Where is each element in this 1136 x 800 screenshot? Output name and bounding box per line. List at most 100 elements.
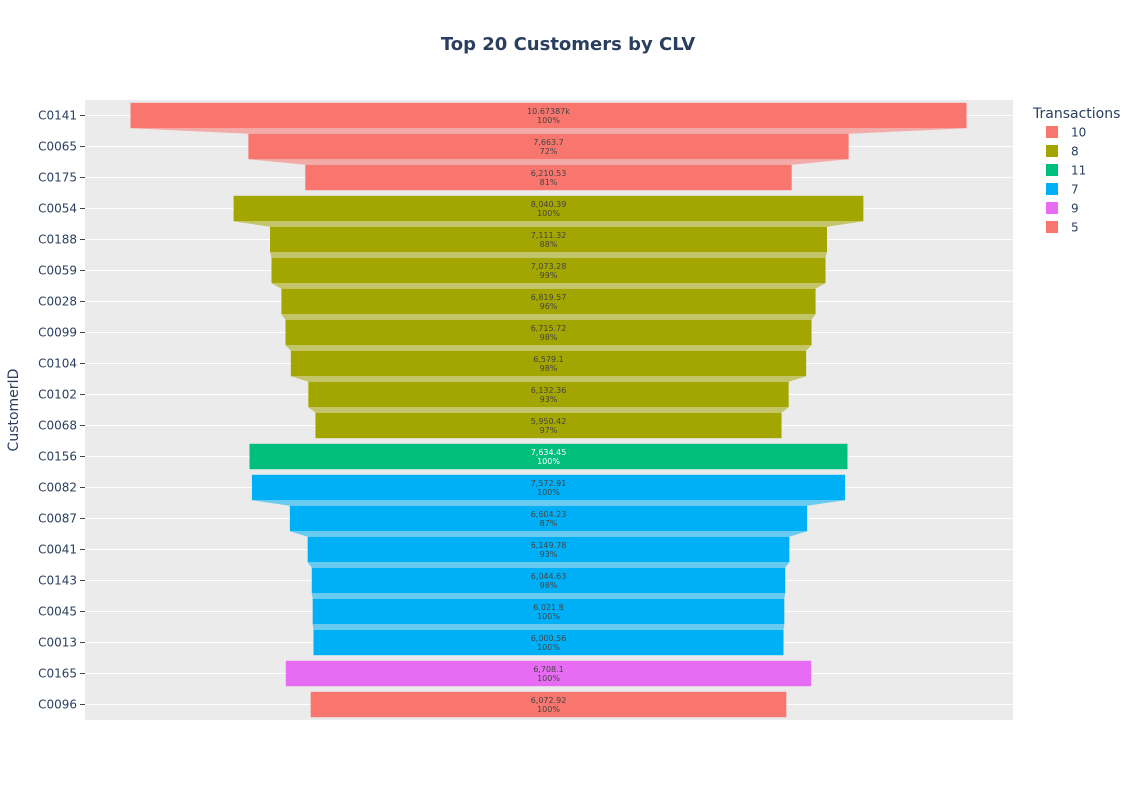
funnel-bar[interactable]	[313, 629, 784, 656]
bar-percent-label: 97%	[540, 426, 558, 435]
y-tick-label: C0156	[38, 450, 77, 464]
funnel-bar[interactable]	[312, 598, 785, 625]
legend-swatch[interactable]	[1046, 145, 1058, 157]
funnel-bar[interactable]	[308, 381, 789, 408]
legend-swatch[interactable]	[1046, 202, 1058, 214]
funnel-connector	[307, 562, 790, 568]
funnel-connector	[312, 624, 785, 630]
bar-percent-label: 87%	[540, 519, 558, 528]
funnel-bar[interactable]	[285, 319, 812, 346]
y-tick-label: C0188	[38, 233, 77, 247]
funnel-bar[interactable]	[285, 660, 812, 687]
bar-percent-label: 100%	[537, 116, 560, 125]
bar-percent-label: 96%	[540, 302, 558, 311]
legend: Transactions 10 8 11 7 9 5	[1032, 106, 1120, 235]
bar-value-label: 7,634.45	[531, 448, 567, 457]
funnel-connector	[271, 283, 826, 289]
y-tick-label: C0059	[38, 264, 77, 278]
funnel-connector	[289, 531, 808, 537]
funnel-connector	[251, 500, 846, 506]
y-tick-label: C0102	[38, 388, 77, 402]
funnel-connector	[308, 407, 789, 413]
bar-value-label: 7,111.32	[531, 231, 567, 240]
bar-value-label: 6,708.1	[533, 665, 564, 674]
bar-percent-label: 98%	[540, 581, 558, 590]
funnel-bar[interactable]	[270, 226, 827, 253]
bar-value-label: 10.67387k	[527, 107, 570, 116]
bar-value-label: 6,132.36	[531, 386, 567, 395]
bar-value-label: 6,819.57	[531, 293, 567, 302]
legend-label[interactable]: 5	[1071, 221, 1079, 235]
funnel-bar[interactable]	[290, 350, 807, 377]
funnel-bar[interactable]	[249, 443, 848, 470]
bar-value-label: 5,950.42	[531, 417, 567, 426]
legend-label[interactable]: 11	[1071, 164, 1086, 178]
y-tick-label: C0099	[38, 326, 77, 340]
bar-percent-label: 98%	[540, 333, 558, 342]
bar-value-label: 6,604.23	[531, 510, 567, 519]
y-tick-label: C0143	[38, 574, 77, 588]
legend-label[interactable]: 9	[1071, 202, 1079, 216]
chart-title: Top 20 Customers by CLV	[441, 34, 695, 55]
connectors	[130, 128, 967, 630]
funnel-bar[interactable]	[130, 102, 967, 129]
bar-value-label: 6,715.72	[531, 324, 567, 333]
y-tick-label: C0041	[38, 543, 77, 557]
bar-percent-label: 98%	[540, 364, 558, 373]
bar-value-label: 6,579.1	[533, 355, 564, 364]
bar-value-label: 6,072.92	[531, 696, 567, 705]
funnel-connector	[233, 221, 864, 227]
legend-swatch[interactable]	[1046, 221, 1058, 233]
legend-label[interactable]: 7	[1071, 183, 1079, 197]
bar-value-label: 6,149.78	[531, 541, 567, 550]
funnel-bar[interactable]	[289, 505, 808, 532]
bar-percent-label: 100%	[537, 705, 560, 714]
bar-percent-label: 81%	[540, 178, 558, 187]
funnel-bar[interactable]	[251, 474, 846, 501]
funnel-connector	[311, 593, 786, 599]
bar-value-label: 6,021.8	[533, 603, 564, 612]
y-tick-label: C0054	[38, 202, 77, 216]
y-tick-label: C0096	[38, 698, 77, 712]
bar-percent-label: 100%	[537, 488, 560, 497]
legend-label[interactable]: 8	[1071, 145, 1079, 159]
funnel-bar[interactable]	[305, 164, 792, 191]
funnel-bar[interactable]	[233, 195, 864, 222]
y-tick-label: C0141	[38, 109, 77, 123]
y-tick-label: C0104	[38, 357, 77, 371]
bar-value-label: 6,210.53	[531, 169, 567, 178]
y-tick-label: C0045	[38, 605, 77, 619]
y-axis-title: CustomerID	[6, 369, 22, 452]
funnel-bar[interactable]	[310, 691, 787, 718]
y-tick-label: C0087	[38, 512, 77, 526]
bar-value-label: 8,040.39	[531, 200, 567, 209]
funnel-bar[interactable]	[281, 288, 816, 315]
funnel-bar[interactable]	[307, 536, 790, 563]
funnel-bar[interactable]	[271, 257, 826, 284]
bar-percent-label: 100%	[537, 612, 560, 621]
bar-value-label: 7,572.91	[531, 479, 567, 488]
funnel-connector	[270, 252, 827, 258]
funnel-bar[interactable]	[315, 412, 782, 439]
funnel-connector	[285, 345, 812, 351]
y-tick-label: C0175	[38, 171, 77, 185]
funnel-connector	[248, 159, 849, 165]
funnel-bar[interactable]	[311, 567, 786, 594]
legend-swatch[interactable]	[1046, 164, 1058, 176]
bar-percent-label: 100%	[537, 643, 560, 652]
y-tick-label: C0028	[38, 295, 77, 309]
funnel-connector	[130, 128, 967, 134]
funnel-connector	[290, 376, 807, 382]
bar-percent-label: 93%	[540, 550, 558, 559]
bar-percent-label: 93%	[540, 395, 558, 404]
legend-title: Transactions	[1032, 106, 1120, 122]
bar-value-label: 6,000.56	[531, 634, 567, 643]
legend-label[interactable]: 10	[1071, 126, 1086, 140]
bar-value-label: 7,073.28	[531, 262, 567, 271]
legend-swatch[interactable]	[1046, 126, 1058, 138]
funnel-bar[interactable]	[248, 133, 849, 160]
bar-labels: 10.67387k100%7,663.772%6,210.5381%8,040.…	[527, 107, 570, 714]
legend-swatch[interactable]	[1046, 183, 1058, 195]
